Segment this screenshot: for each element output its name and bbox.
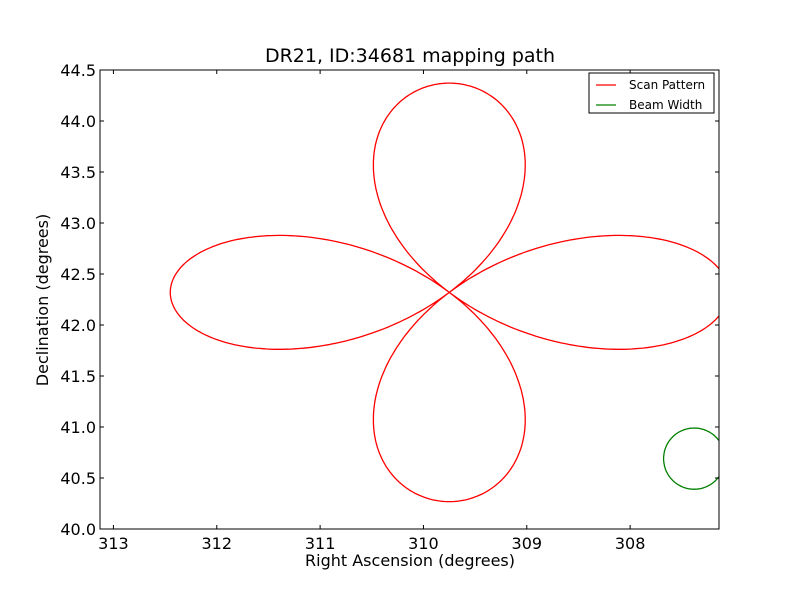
chart-title: DR21, ID:34681 mapping path [265,45,555,67]
y-tick-label: 40.0 [60,520,96,539]
x-tick-label: 311 [305,534,336,553]
y-axis: 40.0 40.5 41.0 41.5 42.0 42.5 43.0 43.5 44.0 44.5 [60,61,719,539]
x-axis-label: Right Ascension (degrees) [305,551,515,570]
beam-width-circle [662,427,719,490]
x-axis: 313 312 311 310 309 308 [98,70,645,553]
x-tick-label: 312 [201,534,232,553]
x-tick-label: 309 [512,534,543,553]
data-layer [169,82,719,503]
legend-label-beam-width: Beam Width [629,98,702,112]
y-tick-label: 44.0 [60,112,96,131]
x-tick-label: 313 [98,534,129,553]
legend: Scan Pattern Beam Width [588,72,715,114]
y-tick-label: 42.5 [60,265,96,284]
plot-area [100,70,719,529]
y-tick-label: 44.5 [60,61,96,80]
legend-label-scan-pattern: Scan Pattern [629,78,705,92]
y-tick-label: 43.0 [60,214,96,233]
y-axis-label: Declination (degrees) [33,214,52,386]
y-tick-label: 42.0 [60,316,96,335]
x-tick-label: 308 [615,534,646,553]
y-tick-label: 41.0 [60,418,96,437]
y-tick-label: 41.5 [60,367,96,386]
scan-pattern-line [169,82,719,503]
y-tick-label: 43.5 [60,163,96,182]
x-tick-label: 310 [408,534,439,553]
legend-box [588,72,715,114]
y-tick-label: 40.5 [60,469,96,488]
plot-frame [99,69,720,530]
